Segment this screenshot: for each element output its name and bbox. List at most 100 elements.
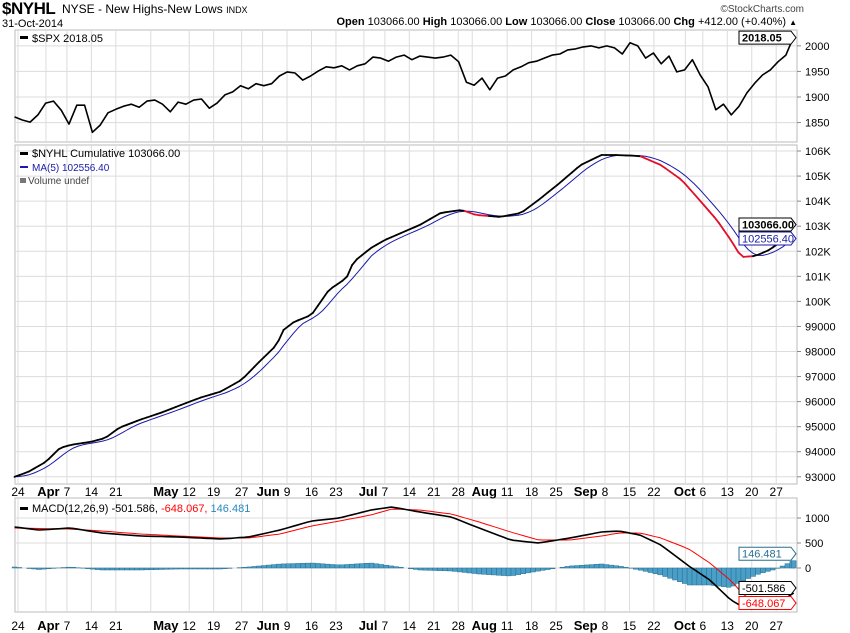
histogram-bar [285,563,292,569]
y-tick-label: 1950 [805,66,829,78]
macd-legend-legend_prefix: MACD(12,26,9) -501.586, [32,503,158,515]
x-tick-label: Jul [359,484,378,499]
nyhl-line-segment [311,304,319,314]
histogram-bar [65,566,71,569]
macd-legend-swatch [20,507,28,510]
x-tick-label: 27 [235,485,249,499]
x-tick-label: 7 [64,485,71,499]
nyhl-last-tag-box [738,217,797,232]
histogram-bar [452,567,458,572]
histogram-bar [515,567,521,575]
y-tick-label: 99000 [805,321,836,333]
histogram-bar [261,565,267,569]
x-tick-label-bottom: Sep [574,618,598,633]
nyhl-line-segment [737,251,745,258]
y-tick-label: 2000 [805,41,829,53]
histogram-bar [496,567,502,576]
nyhl-legend: $NYHL Cumulative 103066.00 [32,148,180,160]
panel-macd [14,497,798,613]
nyhl-line-segment [546,187,554,194]
spx-last-tag: 2018.05 [742,33,782,45]
copyright[interactable]: ©StockCharts.com [720,4,804,15]
histogram-bar [324,563,331,569]
x-tick-label: 11 [501,485,514,499]
histogram-bar [623,567,629,569]
y-tick-label: 101K [805,271,831,283]
x-tick-label: 14 [85,485,99,499]
nyhl-line-segment [717,222,725,231]
histogram-bar [339,564,345,569]
x-tick-label-bottom: 27 [770,619,784,633]
histogram-bar [686,567,693,586]
histogram-bar [134,567,140,571]
nyhl-line-segment [708,210,715,218]
chg-value: +412.00 (+0.40%) [697,16,787,28]
y-tick-label: 94000 [805,447,836,459]
histogram-bar [520,567,526,574]
y-tick-label: 105K [805,171,831,183]
x-tick-label-bottom: 6 [699,619,706,633]
histogram-bar [364,563,370,569]
low-label: Low [505,16,528,28]
nyhl-line-segment [360,250,368,257]
x-tick-label-bottom: Jul [359,618,378,633]
nyhl-line-segment [248,366,256,373]
histogram-bar [486,567,492,575]
x-tick-label: 16 [305,485,319,499]
ma-legend: MA(5) 102556.40 [32,163,110,174]
histogram-bar [608,564,614,569]
macd-legend-legend_signal: -648.067, [158,503,208,515]
x-tick-label-bottom: 25 [549,619,563,633]
nyhl-line-segment [238,376,246,382]
histogram-bar [168,567,174,570]
histogram-bar [476,567,482,575]
x-tick-label-bottom: 21 [109,619,123,633]
nyhl-line-segment [576,163,583,169]
macd-last-tag: -501.586 [742,583,785,595]
x-tick-label: 20 [745,485,759,499]
histogram-bar [637,567,644,571]
histogram-bar [672,567,678,581]
x-tick-label-bottom: 14 [85,619,99,633]
x-tick-label-bottom: Apr [37,618,59,633]
histogram-bar [598,563,605,569]
histogram-bar [95,567,101,570]
nyhl-line-segment [33,464,40,470]
low-value: 103066.00 [530,16,583,28]
nyhl-line-segment [669,170,676,176]
y-tick-label: 93000 [805,472,836,484]
x-tick-label: Jun [257,484,280,499]
nyhl-line-segment [664,167,671,173]
nyhl-line-segment [223,385,231,391]
nyhl-line-segment [380,238,388,243]
x-tick-label-bottom: 24 [11,619,25,633]
nyhl-line-segment [429,215,437,220]
histogram-bar [770,567,776,571]
signal-last-tag-box [738,596,797,611]
histogram-bar [241,567,248,569]
nyhl-line-segment [693,193,701,201]
histogram-bar [334,564,341,569]
histogram-bar [549,567,556,570]
histogram-bar [31,567,37,570]
histogram-bar [41,567,47,570]
histogram-bar [505,567,512,577]
histogram-bar [26,567,32,569]
histogram-bar [276,563,282,569]
x-tick-label: 19 [207,485,221,499]
histogram-bar [251,566,257,569]
histogram-bar [187,567,194,570]
spx-line [14,36,795,134]
nyhl-line-segment [106,431,114,438]
x-tick-label-bottom: 13 [721,619,735,633]
y-tick-label: 98000 [805,347,836,359]
y-tick-label: 1000 [805,513,829,525]
nyhl-line-segment [678,177,686,185]
histogram-bar [791,560,797,569]
histogram-bar [315,563,321,569]
nyhl-line-segment [346,264,353,278]
histogram-bar [16,567,23,569]
histogram-bar [222,567,228,569]
nyhl-line-segment [522,206,530,213]
